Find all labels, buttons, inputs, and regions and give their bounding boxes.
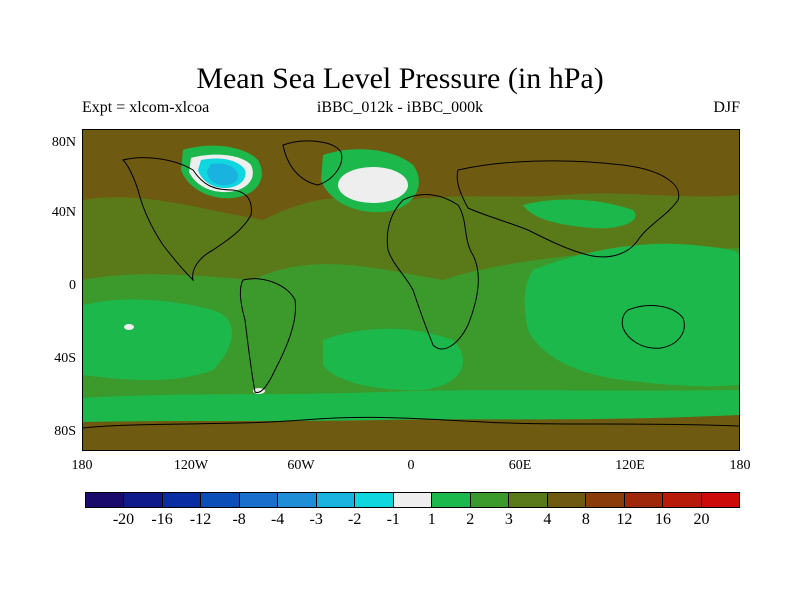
field-green-patch-indo-pacific xyxy=(524,243,739,387)
colorbar-label: -16 xyxy=(151,511,173,528)
field-green-patch-north-pacific xyxy=(523,199,636,229)
colorbar-swatch xyxy=(86,493,125,507)
colorbar-label: 12 xyxy=(616,511,633,528)
colorbar-swatch xyxy=(162,493,202,507)
lon-label-60w: 60W xyxy=(287,458,315,473)
lon-label-120e: 120E xyxy=(615,458,645,473)
colorbar-label: -3 xyxy=(309,511,323,528)
coastlines xyxy=(83,140,739,429)
lat-label-40s: 40S xyxy=(54,351,76,366)
lon-label-180e: 180 xyxy=(729,458,751,473)
colorbar-label: 8 xyxy=(581,511,590,528)
colorbar xyxy=(85,492,740,508)
field-light-blue-hudson-bay xyxy=(207,163,239,186)
season-label: DJF xyxy=(713,99,740,116)
colorbar-label: -2 xyxy=(348,511,362,528)
colorbar-label: -4 xyxy=(270,511,285,528)
lon-label-0: 0 xyxy=(407,458,415,473)
coastline-north-america xyxy=(122,157,252,282)
colorbar-label: 1 xyxy=(427,511,436,528)
colorbar-label: -8 xyxy=(232,511,246,528)
lat-label-80s: 80S xyxy=(54,424,76,439)
coastline-asia xyxy=(456,160,680,258)
colorbar-swatch xyxy=(701,493,739,507)
coastline-greenland xyxy=(282,140,343,186)
colorbar-swatch xyxy=(586,493,625,507)
colorbar-label: 16 xyxy=(654,511,671,528)
field-white-speck-1 xyxy=(124,324,134,330)
coastline-antarctica xyxy=(83,416,739,429)
pressure-map xyxy=(82,129,740,451)
colorbar-label: -20 xyxy=(112,511,135,528)
lat-label-40n: 40N xyxy=(51,205,76,220)
colorbar-label: -1 xyxy=(386,511,400,528)
colorbar-swatch xyxy=(393,493,433,507)
coastline-australia xyxy=(621,305,685,349)
lat-label-80n: 80N xyxy=(51,135,76,150)
colorbar-swatch xyxy=(124,493,163,507)
colorbar-label: 2 xyxy=(466,511,475,528)
colorbar-swatch xyxy=(624,493,664,507)
lon-label-120w: 120W xyxy=(173,458,209,473)
field-green-patch-pacific xyxy=(83,299,232,380)
colorbar-swatch xyxy=(201,493,240,507)
coastline-south-america xyxy=(239,278,297,394)
colorbar-label: 20 xyxy=(693,511,710,528)
field-white-north-atlantic-core xyxy=(338,167,408,203)
colorbar-label: 3 xyxy=(504,511,513,528)
colorbar-swatch xyxy=(239,493,279,507)
lat-label-eq: 0 xyxy=(69,278,76,293)
colorbar-swatch xyxy=(432,493,471,507)
colorbar-swatch xyxy=(663,493,702,507)
colorbar-swatch xyxy=(509,493,548,507)
coastline-europe-africa xyxy=(386,194,479,350)
colorbar-label: -12 xyxy=(189,511,212,528)
map-title: Mean Sea Level Pressure (in hPa) xyxy=(196,62,604,95)
lon-label-60e: 60E xyxy=(508,458,532,473)
colorbar-swatch xyxy=(355,493,394,507)
comparison-label: iBBC_012k - iBBC_000k xyxy=(316,99,484,116)
lon-label-180w: 180 xyxy=(71,458,93,473)
colorbar-swatch xyxy=(547,493,587,507)
map-canvas xyxy=(83,130,739,450)
colorbar-label: 4 xyxy=(543,511,552,528)
colorbar-swatch xyxy=(278,493,317,507)
field-green-patch-south-atlantic xyxy=(323,328,463,391)
experiment-label: Expt = xlcom-xlcoa xyxy=(82,99,210,116)
colorbar-swatch xyxy=(470,493,510,507)
colorbar-swatch xyxy=(316,493,356,507)
field-green-patch-southern-ocean xyxy=(83,390,739,422)
